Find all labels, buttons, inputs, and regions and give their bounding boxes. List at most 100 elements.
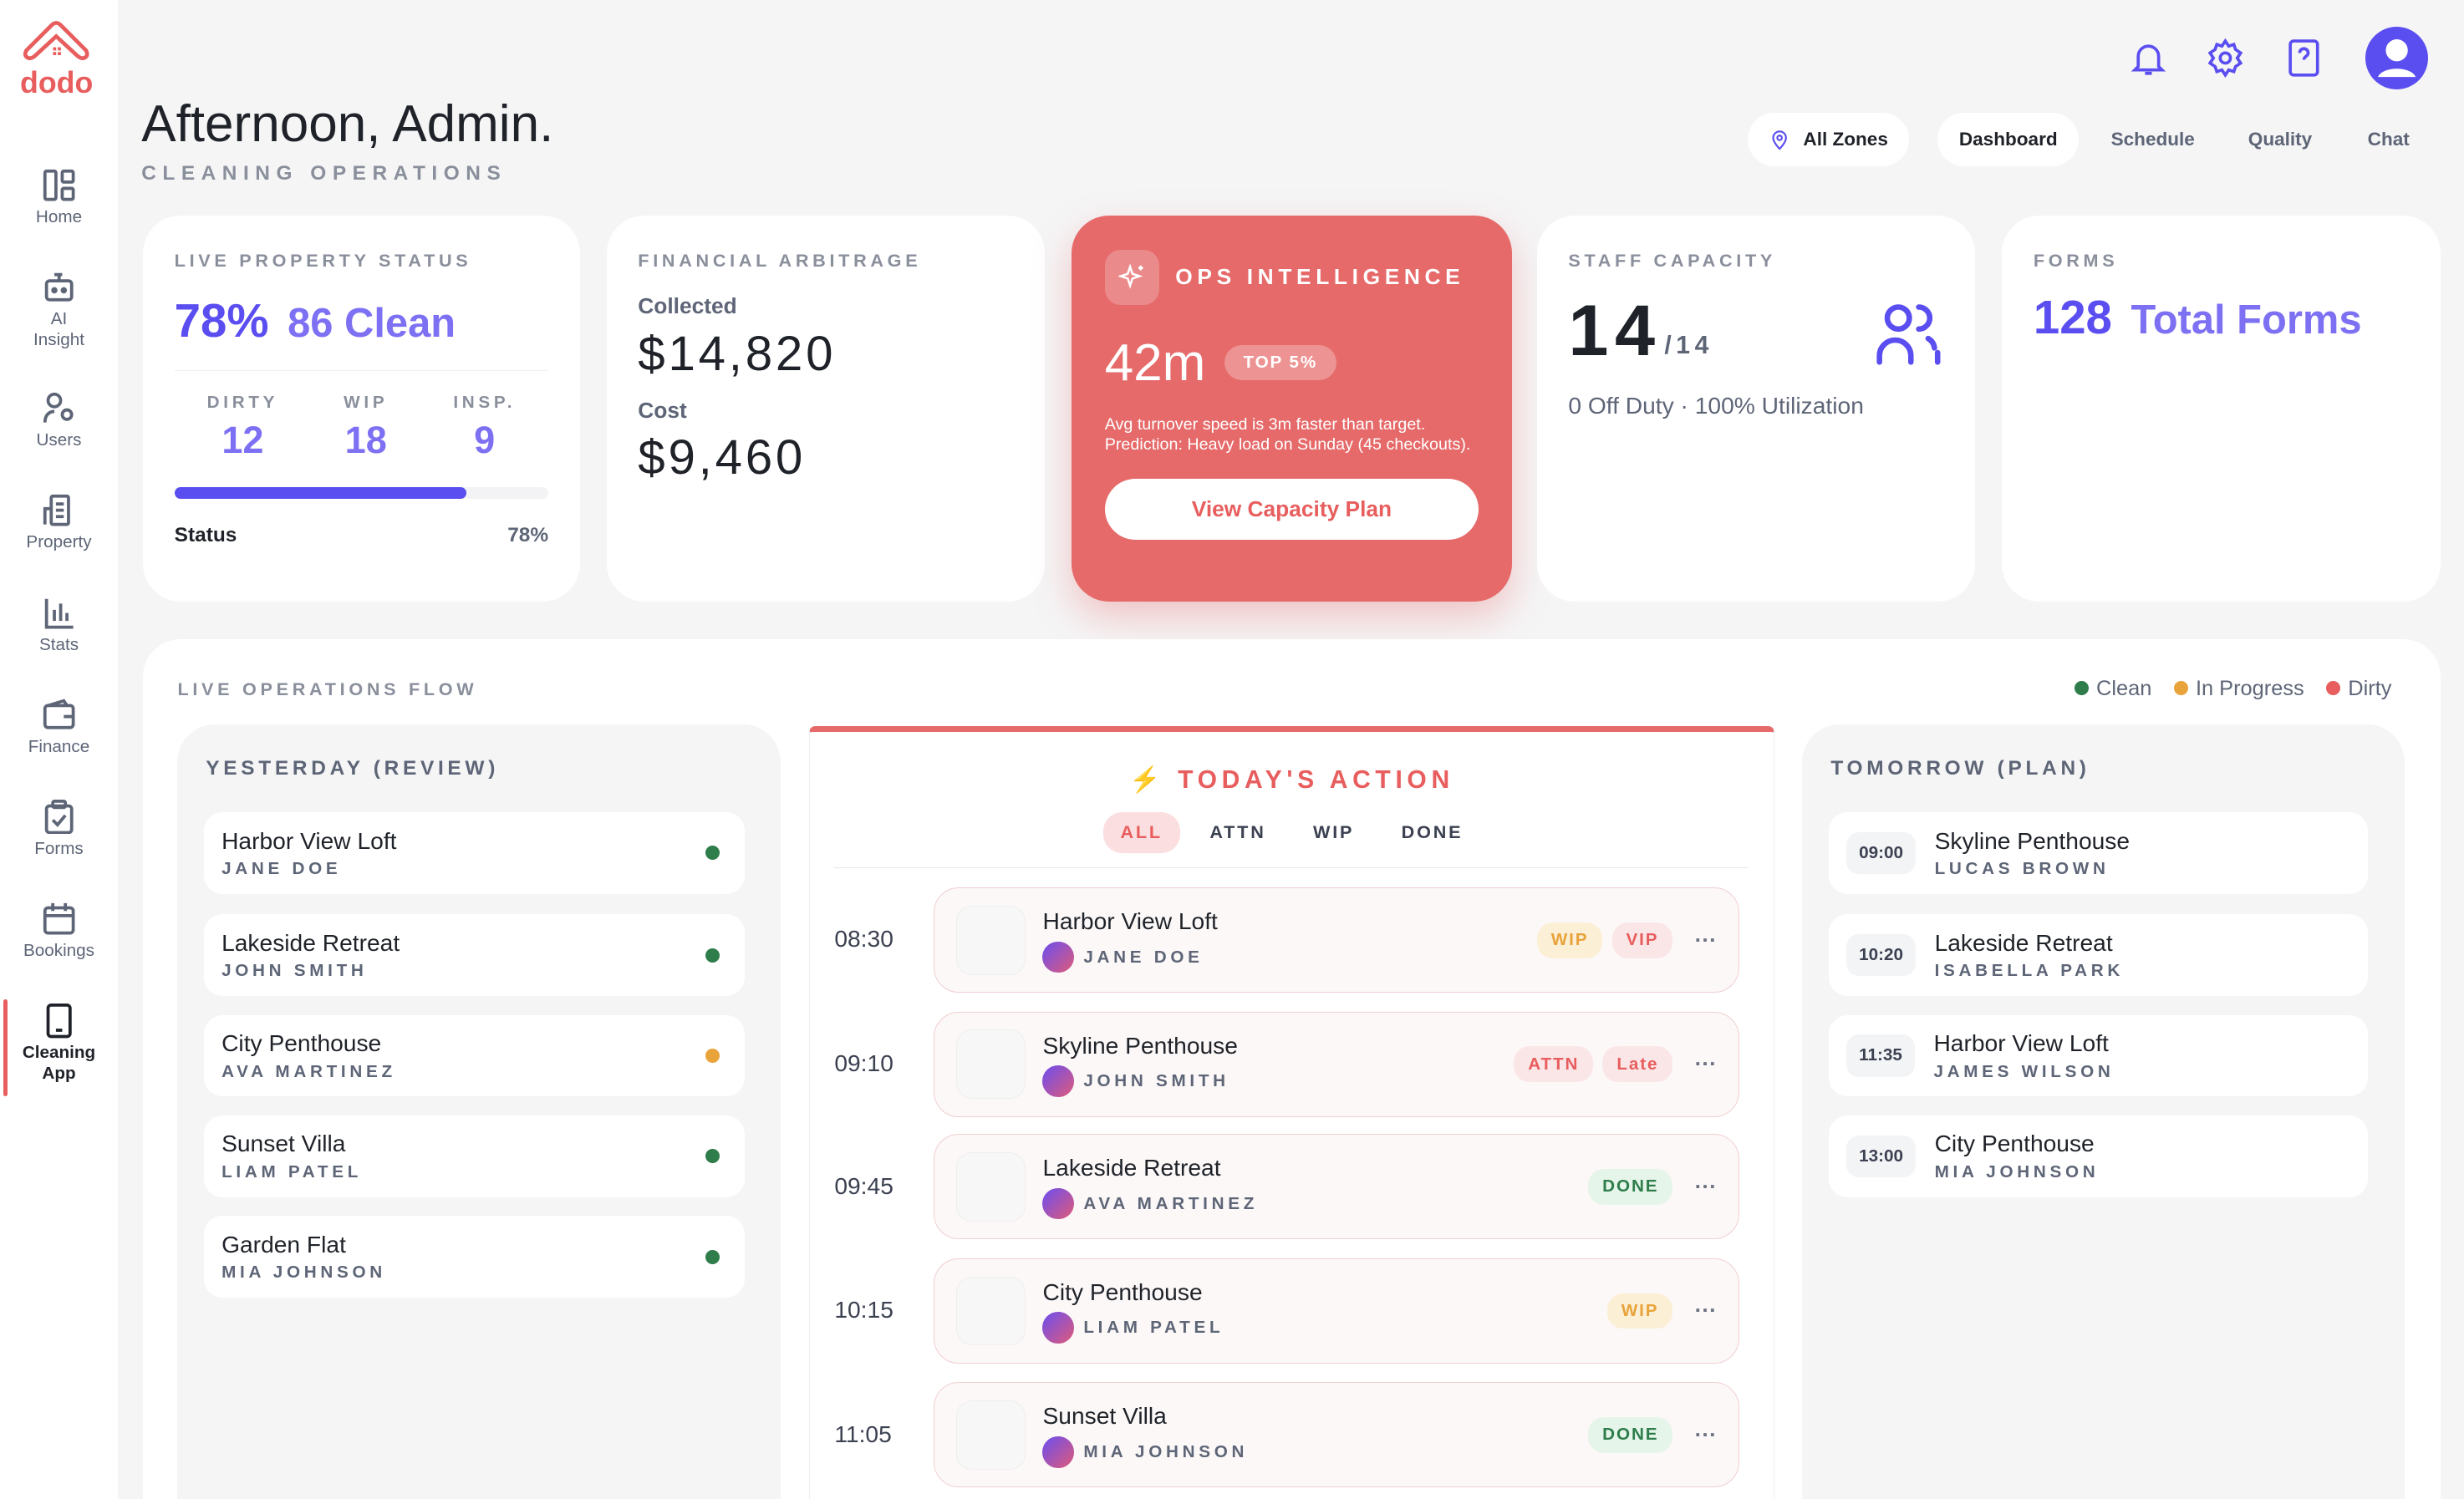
list-item[interactable]: 13:00 City Penthouse MIA JOHNSON <box>1829 1115 2369 1197</box>
gear-icon[interactable] <box>2205 38 2246 79</box>
more-options-icon[interactable]: ··· <box>1694 1051 1717 1077</box>
tab-chat[interactable]: Chat <box>2367 129 2410 150</box>
page-subtitle: CLEANING OPERATIONS <box>141 161 507 185</box>
task-row[interactable]: Sunset Villa MIA JOHNSON DONE ··· <box>933 1382 1740 1488</box>
task-row[interactable]: Lakeside Retreat AVA MARTINEZ DONE ··· <box>933 1134 1740 1240</box>
property-status-card: LIVE PROPERTY STATUS 78% 86 Clean DIRTY 1… <box>143 215 580 602</box>
property-name: Lakeside Retreat <box>1934 928 2113 956</box>
badge-late: Late <box>1602 1046 1673 1083</box>
property-name: Skyline Penthouse <box>1934 826 2131 854</box>
active-indicator <box>3 998 8 1097</box>
tab-quality[interactable]: Quality <box>2248 129 2313 150</box>
cleaner-name: JOHN SMITH <box>221 961 368 981</box>
list-item[interactable]: Sunset Villa LIAM PATEL <box>204 1115 746 1197</box>
logo[interactable]: dodo <box>16 16 98 101</box>
sidebar-item-cleaning-app[interactable]: Cleaning App <box>0 1004 118 1084</box>
cleaner-avatar <box>1042 1065 1075 1097</box>
list-item[interactable]: Garden Flat MIA JOHNSON <box>204 1216 746 1298</box>
task-time: 10:15 <box>834 1296 893 1324</box>
list-item[interactable]: 11:35 Harbor View Loft JAMES WILSON <box>1829 1014 2369 1097</box>
lightning-icon: ⚡ <box>1129 765 1166 794</box>
bell-icon[interactable] <box>2128 38 2169 79</box>
more-options-icon[interactable]: ··· <box>1694 1298 1717 1324</box>
property-name: City Penthouse <box>1934 1130 2095 1157</box>
flow-title: LIVE OPERATIONS FLOW <box>177 678 478 700</box>
more-options-icon[interactable]: ··· <box>1694 1421 1717 1447</box>
wallet-icon <box>43 699 75 729</box>
list-item[interactable]: Lakeside Retreat JOHN SMITH <box>204 914 746 996</box>
list-item[interactable]: City Penthouse AVA MARTINEZ <box>204 1014 746 1097</box>
yesterday-title: YESTERDAY (REVIEW) <box>206 757 500 780</box>
filter-wip[interactable]: WIP <box>1313 821 1355 843</box>
sparkle-icon <box>1104 249 1160 305</box>
more-options-icon[interactable]: ··· <box>1694 927 1717 953</box>
task-row[interactable]: City Penthouse LIAM PATEL WIP ··· <box>933 1258 1740 1364</box>
tab-schedule[interactable]: Schedule <box>2110 129 2195 150</box>
sidebar-item-bookings[interactable]: Bookings <box>0 902 118 961</box>
property-name: Lakeside Retreat <box>1042 1154 1221 1181</box>
zone-selector[interactable]: All Zones <box>1747 113 1910 167</box>
filter-all[interactable]: ALL <box>1102 812 1180 853</box>
sidebar-item-home[interactable]: Home <box>0 168 118 227</box>
property-thumbnail <box>956 1029 1026 1100</box>
list-item[interactable]: Harbor View Loft JANE DOE <box>204 812 746 894</box>
stat-dirty: DIRTY 12 <box>206 392 279 462</box>
cleaner-avatar <box>1042 1435 1075 1468</box>
financial-card: FINANCIAL ARBITRAGE Collected $14,820 Co… <box>606 215 1046 602</box>
stat-wip: WIP 18 <box>344 392 389 462</box>
sidebar-item-finance[interactable]: Finance <box>0 698 118 757</box>
legend-in-progress: In Progress <box>2173 677 2304 701</box>
cost-label: Cost <box>638 397 687 423</box>
tab-dashboard[interactable]: Dashboard <box>1937 113 2080 167</box>
more-options-icon[interactable]: ··· <box>1694 1173 1717 1199</box>
property-thumbnail <box>956 1276 1026 1346</box>
status-dot <box>705 948 720 963</box>
filter-done[interactable]: DONE <box>1401 821 1464 843</box>
task-row[interactable]: Skyline Penthouse JOHN SMITH ATTN Late ··· <box>933 1011 1740 1117</box>
forms-count: 128 <box>2033 291 2112 344</box>
property-thumbnail <box>956 1400 1026 1470</box>
task-time: 11:05 <box>834 1420 892 1447</box>
badge-attn: ATTN <box>1514 1046 1594 1083</box>
property-name: City Penthouse <box>221 1029 382 1057</box>
list-item[interactable]: 09:00 Skyline Penthouse LUCAS BROWN <box>1829 812 2369 894</box>
top-badge: TOP 5% <box>1224 344 1336 381</box>
help-icon[interactable] <box>2283 38 2324 79</box>
legend: Clean In Progress Dirty <box>2074 677 2391 701</box>
sidebar-item-ai-insight[interactable]: AI Insight <box>0 270 118 350</box>
sidebar-item-property[interactable]: Property <box>0 493 118 552</box>
status-dot <box>705 1048 720 1063</box>
time-chip: 09:00 <box>1846 831 1917 875</box>
card-label: LIVE PROPERTY STATUS <box>174 249 472 271</box>
cleaner-name: LIAM PATEL <box>1083 1318 1224 1338</box>
ops-value: 42m <box>1104 333 1206 392</box>
map-pin-icon <box>1772 130 1787 150</box>
status-dot <box>705 846 720 861</box>
property-thumbnail <box>956 1152 1026 1222</box>
stat-insp: INSP. 9 <box>453 392 517 462</box>
sidebar-item-forms[interactable]: Forms <box>0 799 118 859</box>
sidebar-item-users[interactable]: Users <box>0 391 118 450</box>
view-capacity-plan-button[interactable]: View Capacity Plan <box>1104 478 1479 541</box>
property-name: Harbor View Loft <box>1933 1029 2109 1057</box>
sidebar-item-stats[interactable]: Stats <box>0 596 118 655</box>
cleaner-name: JAMES WILSON <box>1933 1061 2115 1081</box>
status-progress-bar <box>174 487 549 499</box>
layout-icon <box>43 170 75 201</box>
cleaner-name: MIA JOHNSON <box>1934 1162 2100 1182</box>
cleaner-avatar <box>1042 1312 1075 1344</box>
tomorrow-title: TOMORROW (PLAN) <box>1830 757 2090 780</box>
cleaner-name: JOHN SMITH <box>1083 1071 1229 1091</box>
filter-attn[interactable]: ATTN <box>1209 821 1266 843</box>
card-label: FORMS <box>2033 249 2119 271</box>
card-label: OPS INTELLIGENCE <box>1175 264 1465 290</box>
user-avatar[interactable] <box>2365 26 2428 90</box>
task-time: 08:30 <box>834 925 893 953</box>
list-item[interactable]: 10:20 Lakeside Retreat ISABELLA PARK <box>1829 914 2369 996</box>
staff-total: /14 <box>1664 332 1714 360</box>
building-icon <box>43 495 70 526</box>
cleaner-name: LUCAS BROWN <box>1934 859 2110 879</box>
staff-detail: 0 Off Duty · 100% Utilization <box>1568 392 1864 419</box>
task-row[interactable]: Harbor View Loft JANE DOE WIP VIP ··· <box>933 887 1740 993</box>
staff-capacity-card: STAFF CAPACITY 14/14 0 Off Duty · 100% U… <box>1536 215 1976 602</box>
